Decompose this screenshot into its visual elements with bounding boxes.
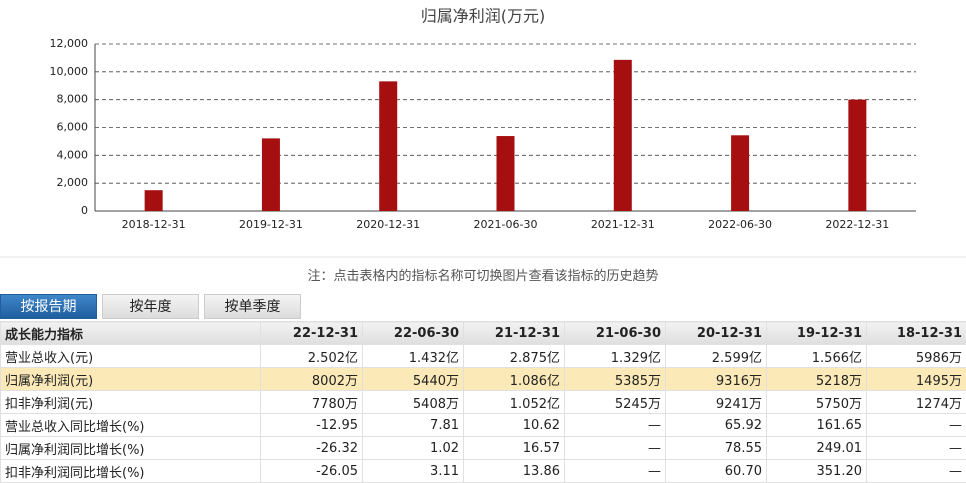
y-tick-label: 10,000 bbox=[50, 65, 89, 78]
x-tick-label: 2022-06-30 bbox=[708, 218, 772, 231]
cell: 7780万 bbox=[261, 391, 363, 414]
y-tick-label: 12,000 bbox=[50, 37, 89, 50]
bar bbox=[145, 190, 163, 211]
cell: -26.05 bbox=[261, 460, 363, 483]
x-tick-label: 2018-12-31 bbox=[122, 218, 186, 231]
x-tick-label: 2021-12-31 bbox=[591, 218, 655, 231]
cell: 3.11 bbox=[363, 460, 464, 483]
cell: 161.65 bbox=[767, 414, 867, 437]
cell: — bbox=[565, 414, 666, 437]
header-cell: 18-12-31 bbox=[867, 322, 966, 345]
cell: 5440万 bbox=[363, 368, 464, 391]
chart-title: 归属净利润(万元) bbox=[421, 7, 546, 26]
row-label[interactable]: 营业总收入同比增长(%) bbox=[1, 414, 261, 437]
row-label[interactable]: 归属净利润(元) bbox=[1, 368, 261, 391]
cell: 5986万 bbox=[867, 345, 966, 368]
header-cell: 21-06-30 bbox=[565, 322, 666, 345]
cell: -12.95 bbox=[261, 414, 363, 437]
note: 注：点击表格内的指标名称可切换图片查看该指标的历史趋势 bbox=[0, 265, 966, 284]
bar bbox=[379, 81, 397, 211]
cell: 9241万 bbox=[666, 391, 767, 414]
cell: 8002万 bbox=[261, 368, 363, 391]
cell: 60.70 bbox=[666, 460, 767, 483]
bar bbox=[262, 138, 280, 211]
row-label[interactable]: 扣非净利润同比增长(%) bbox=[1, 460, 261, 483]
x-tick-label: 2019-12-31 bbox=[239, 218, 303, 231]
cell: 5218万 bbox=[767, 368, 867, 391]
bar bbox=[614, 60, 632, 211]
chart: 归属净利润(万元) 0 2,000 4,000 6,000 8,000 10,000 12,… bbox=[0, 0, 966, 260]
x-tick-label: 2022-12-31 bbox=[825, 218, 889, 231]
cell: 9316万 bbox=[666, 368, 767, 391]
cell: — bbox=[867, 437, 966, 460]
cell: 2.599亿 bbox=[666, 345, 767, 368]
y-tick-label: 2,000 bbox=[57, 176, 89, 189]
bar bbox=[848, 100, 866, 211]
header-cell: 21-12-31 bbox=[464, 322, 565, 345]
cell: 1.432亿 bbox=[363, 345, 464, 368]
tab[interactable]: 按报告期 bbox=[0, 294, 97, 319]
cell: — bbox=[565, 437, 666, 460]
cell: 1.566亿 bbox=[767, 345, 867, 368]
row-label[interactable]: 扣非净利润(元) bbox=[1, 391, 261, 414]
cell: 2.875亿 bbox=[464, 345, 565, 368]
tab[interactable]: 按年度 bbox=[102, 294, 199, 319]
x-tick-label: 2020-12-31 bbox=[356, 218, 420, 231]
cell: 10.62 bbox=[464, 414, 565, 437]
cell: 1274万 bbox=[867, 391, 966, 414]
cell: 1.052亿 bbox=[464, 391, 565, 414]
cell: 13.86 bbox=[464, 460, 565, 483]
cell: 1495万 bbox=[867, 368, 966, 391]
cell: 16.57 bbox=[464, 437, 565, 460]
cell: 1.329亿 bbox=[565, 345, 666, 368]
cell: 5245万 bbox=[565, 391, 666, 414]
y-tick-label: 0 bbox=[81, 204, 88, 217]
y-tick-label: 4,000 bbox=[57, 148, 89, 161]
cell: — bbox=[867, 414, 966, 437]
cell: 7.81 bbox=[363, 414, 464, 437]
cell: — bbox=[867, 460, 966, 483]
header-cell: 22-12-31 bbox=[261, 322, 363, 345]
cell: 5385万 bbox=[565, 368, 666, 391]
cell: 65.92 bbox=[666, 414, 767, 437]
cell: -26.32 bbox=[261, 437, 363, 460]
y-tick-label: 6,000 bbox=[57, 121, 89, 134]
cell: 5750万 bbox=[767, 391, 867, 414]
cell: 1.086亿 bbox=[464, 368, 565, 391]
bar bbox=[497, 136, 515, 211]
tab[interactable]: 按单季度 bbox=[204, 294, 301, 319]
cell: 2.502亿 bbox=[261, 345, 363, 368]
cell: 249.01 bbox=[767, 437, 867, 460]
bar bbox=[731, 135, 749, 211]
cell: 351.20 bbox=[767, 460, 867, 483]
x-tick-label: 2021-06-30 bbox=[474, 218, 538, 231]
header-cell: 成长能力指标 bbox=[1, 322, 261, 345]
cell: 78.55 bbox=[666, 437, 767, 460]
header-cell: 20-12-31 bbox=[666, 322, 767, 345]
header-cell: 19-12-31 bbox=[767, 322, 867, 345]
y-tick-label: 8,000 bbox=[57, 93, 89, 106]
row-label[interactable]: 归属净利润同比增长(%) bbox=[1, 437, 261, 460]
row-label[interactable]: 营业总收入(元) bbox=[1, 345, 261, 368]
cell: — bbox=[565, 460, 666, 483]
cell: 5408万 bbox=[363, 391, 464, 414]
cell: 1.02 bbox=[363, 437, 464, 460]
header-cell: 22-06-30 bbox=[363, 322, 464, 345]
